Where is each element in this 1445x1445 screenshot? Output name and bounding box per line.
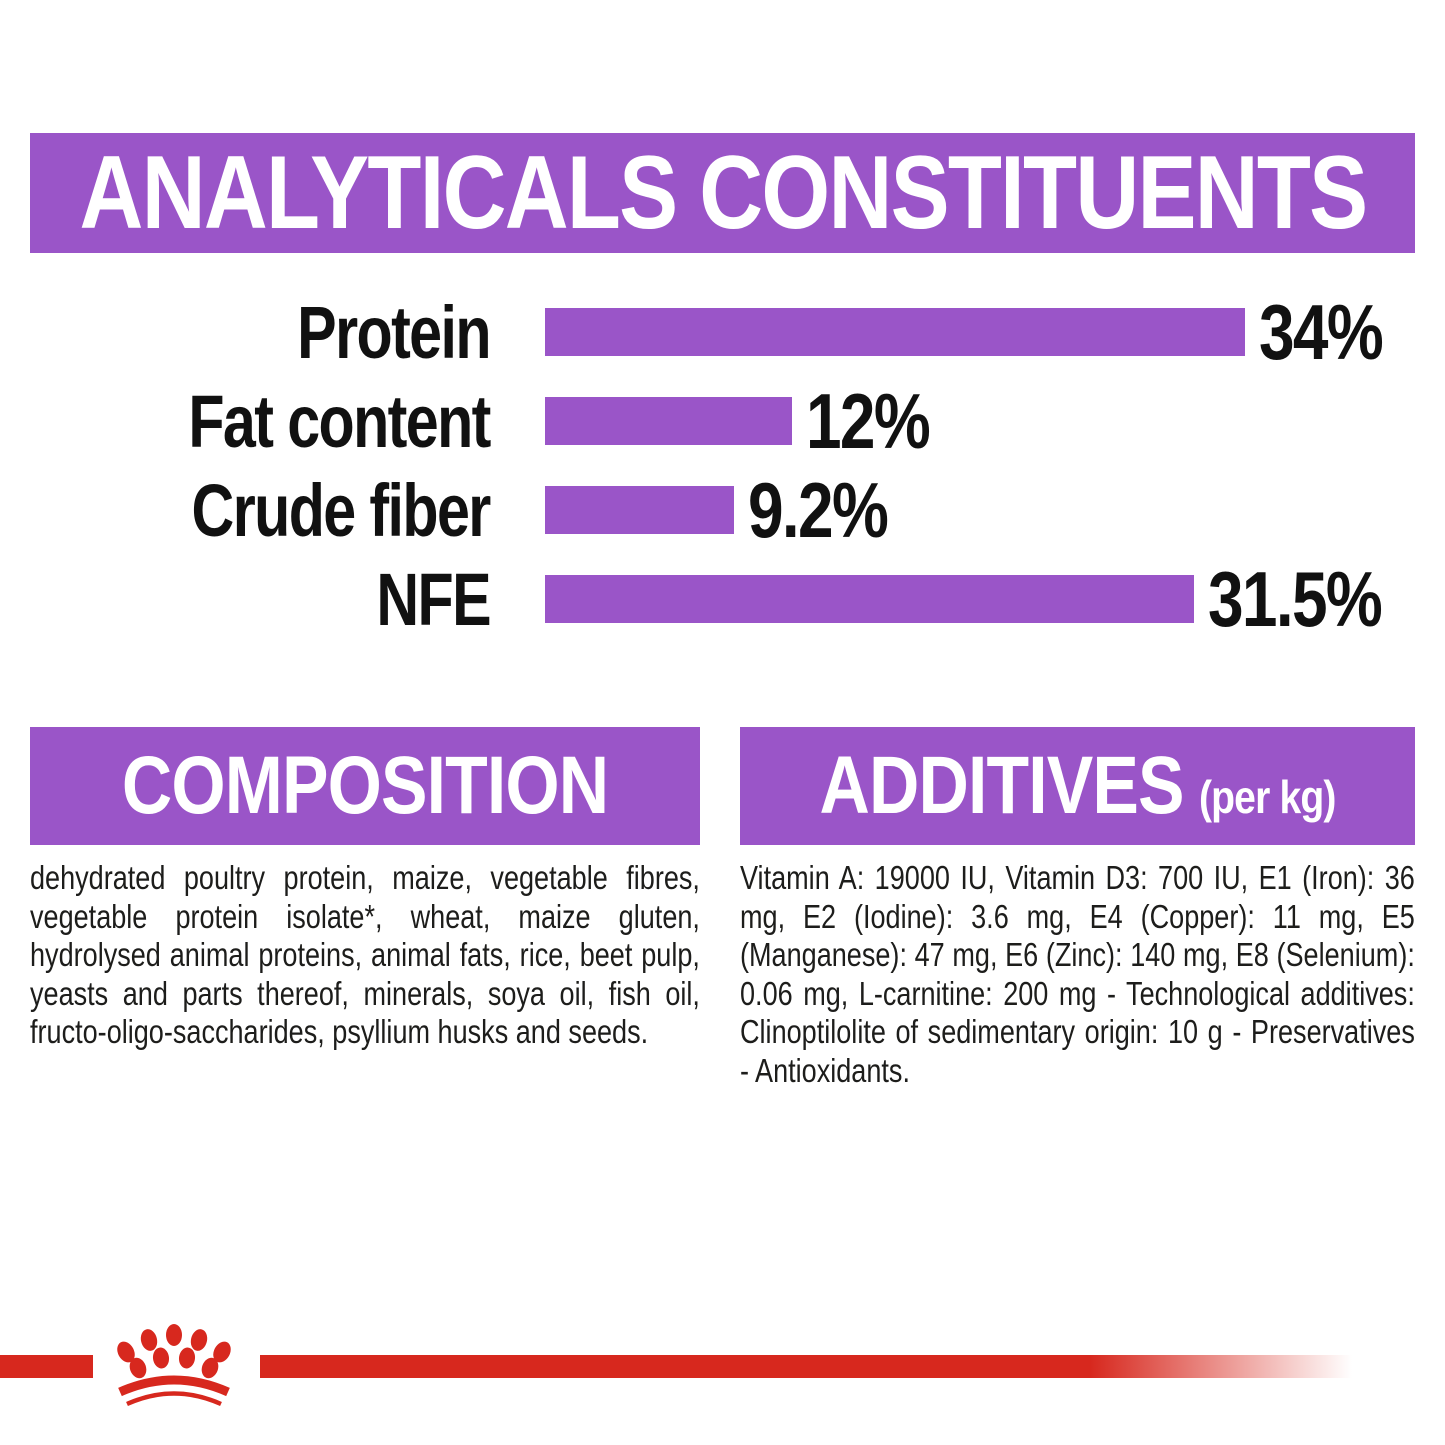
chart-row: Crude fiber 9.2%	[30, 466, 1415, 554]
composition-text: dehydrated poultry protein, maize, veget…	[30, 859, 700, 1050]
chart-row: NFE 31.5%	[30, 555, 1415, 643]
composition-section: COMPOSITION dehydrated poultry protein, …	[30, 727, 700, 1052]
chart-value-label: 9.2%	[748, 465, 889, 554]
additives-text: Vitamin A: 19000 IU, Vitamin D3: 700 IU,…	[740, 859, 1415, 1089]
crude-fiber-bar	[545, 486, 734, 534]
chart-value-label: 12%	[806, 376, 931, 465]
composition-banner: COMPOSITION	[30, 727, 700, 845]
chart-category-label: Protein	[297, 290, 491, 374]
red-stripe-left	[0, 1355, 93, 1378]
brand-footer	[0, 1322, 1445, 1417]
royal-canin-crown-icon	[117, 1324, 231, 1407]
red-stripe-right	[260, 1355, 1352, 1378]
fat-content-bar	[545, 397, 792, 445]
chart-category-label: Fat content	[188, 379, 492, 463]
chart-row: Fat content 12%	[30, 377, 1415, 465]
analyticals-chart: Protein 34% Fat content 12% Crude fiber 9.2% N…	[30, 288, 1415, 664]
additives-heading-suffix: (per kg)	[1198, 771, 1336, 823]
protein-bar	[545, 308, 1245, 356]
chart-category-label: Crude fiber	[191, 468, 492, 552]
nfe-bar	[545, 575, 1194, 623]
additives-section: ADDITIVES (per kg) Vitamin A: 19000 IU, …	[740, 727, 1415, 1090]
composition-heading: COMPOSITION	[121, 740, 609, 831]
chart-value-label: 31.5%	[1208, 554, 1383, 643]
chart-category-label: NFE	[376, 557, 491, 641]
analyticals-title: ANALYTICALS CONSTITUENTS	[79, 134, 1368, 251]
additives-banner: ADDITIVES (per kg)	[740, 727, 1415, 845]
analyticals-banner: ANALYTICALS CONSTITUENTS	[30, 133, 1415, 253]
chart-row: Protein 34%	[30, 288, 1415, 376]
additives-heading: ADDITIVES	[819, 740, 1184, 831]
chart-value-label: 34%	[1259, 287, 1384, 376]
